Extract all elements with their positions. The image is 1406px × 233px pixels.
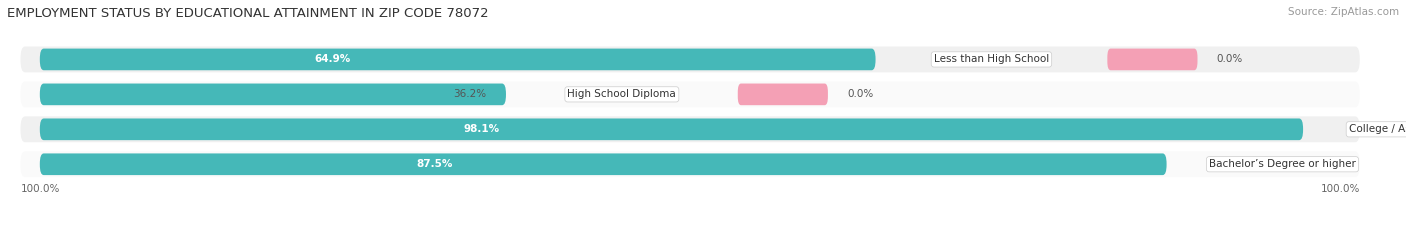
FancyBboxPatch shape <box>21 47 1360 72</box>
Text: High School Diploma: High School Diploma <box>568 89 676 99</box>
Text: 87.5%: 87.5% <box>416 159 453 169</box>
FancyBboxPatch shape <box>39 118 1303 140</box>
Text: College / Associate Degree: College / Associate Degree <box>1348 124 1406 134</box>
Text: 100.0%: 100.0% <box>1320 184 1360 194</box>
FancyBboxPatch shape <box>39 49 876 70</box>
Text: Bachelor’s Degree or higher: Bachelor’s Degree or higher <box>1209 159 1355 169</box>
Text: 0.0%: 0.0% <box>848 89 873 99</box>
FancyBboxPatch shape <box>21 116 1360 142</box>
FancyBboxPatch shape <box>21 82 1360 107</box>
FancyBboxPatch shape <box>1108 49 1198 70</box>
Text: EMPLOYMENT STATUS BY EDUCATIONAL ATTAINMENT IN ZIP CODE 78072: EMPLOYMENT STATUS BY EDUCATIONAL ATTAINM… <box>7 7 489 20</box>
Text: 0.0%: 0.0% <box>1216 55 1243 64</box>
Text: Source: ZipAtlas.com: Source: ZipAtlas.com <box>1288 7 1399 17</box>
Text: 36.2%: 36.2% <box>454 89 486 99</box>
FancyBboxPatch shape <box>1399 154 1406 175</box>
FancyBboxPatch shape <box>39 154 1167 175</box>
Text: Less than High School: Less than High School <box>934 55 1049 64</box>
Text: 100.0%: 100.0% <box>21 184 60 194</box>
FancyBboxPatch shape <box>21 151 1360 177</box>
FancyBboxPatch shape <box>738 84 828 105</box>
FancyBboxPatch shape <box>39 84 506 105</box>
Text: 64.9%: 64.9% <box>314 55 350 64</box>
Text: 98.1%: 98.1% <box>464 124 501 134</box>
